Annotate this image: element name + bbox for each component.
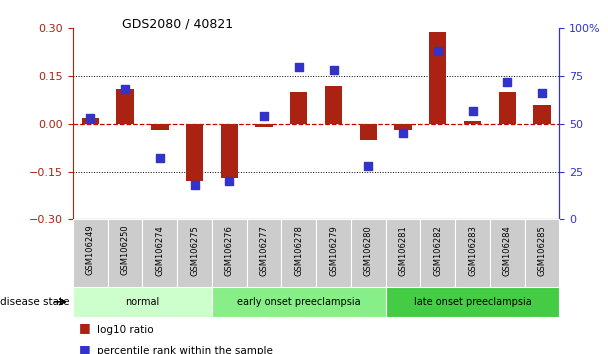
Text: late onset preeclampsia: late onset preeclampsia	[413, 297, 531, 307]
Bar	[420, 219, 455, 287]
Point	[468, 108, 477, 113]
Point	[86, 115, 95, 121]
Bar	[282, 219, 316, 287]
Bar	[108, 219, 142, 287]
Bar	[325, 86, 342, 124]
Point	[398, 131, 408, 136]
Bar	[385, 287, 559, 317]
Text: disease state: disease state	[0, 297, 69, 307]
Point	[155, 155, 165, 161]
Bar	[429, 32, 446, 124]
Text: GDS2080 / 40821: GDS2080 / 40821	[122, 18, 233, 31]
Point	[259, 113, 269, 119]
Bar	[351, 219, 385, 287]
Text: ■: ■	[79, 321, 91, 335]
Bar	[395, 124, 412, 130]
Bar	[255, 124, 273, 127]
Text: log10 ratio: log10 ratio	[97, 325, 154, 335]
Text: GSM106250: GSM106250	[120, 225, 130, 275]
Bar	[525, 219, 559, 287]
Bar	[385, 219, 420, 287]
Bar	[73, 219, 108, 287]
Point	[364, 163, 373, 169]
Text: GSM106277: GSM106277	[260, 225, 269, 276]
Text: early onset preeclampsia: early onset preeclampsia	[237, 297, 361, 307]
Text: GSM106278: GSM106278	[294, 225, 303, 276]
Bar	[186, 124, 203, 181]
Bar	[151, 124, 168, 130]
Text: ■: ■	[79, 343, 91, 354]
Point	[329, 68, 339, 73]
Text: GSM106275: GSM106275	[190, 225, 199, 276]
Text: GSM106281: GSM106281	[398, 225, 407, 276]
Text: GSM106274: GSM106274	[155, 225, 164, 276]
Bar	[490, 219, 525, 287]
Bar	[499, 92, 516, 124]
Bar	[116, 89, 134, 124]
Bar	[290, 92, 308, 124]
Text: percentile rank within the sample: percentile rank within the sample	[97, 346, 273, 354]
Bar	[533, 105, 551, 124]
Text: GSM106249: GSM106249	[86, 225, 95, 275]
Bar	[73, 287, 212, 317]
Text: GSM106282: GSM106282	[434, 225, 442, 276]
Point	[537, 91, 547, 96]
Point	[433, 48, 443, 54]
Bar	[177, 219, 212, 287]
Point	[502, 79, 512, 85]
Bar	[455, 219, 490, 287]
Text: GSM106280: GSM106280	[364, 225, 373, 276]
Bar	[212, 287, 385, 317]
Text: GSM106285: GSM106285	[537, 225, 547, 276]
Bar	[464, 121, 481, 124]
Bar	[142, 219, 177, 287]
Text: GSM106284: GSM106284	[503, 225, 512, 276]
Bar	[359, 124, 377, 140]
Text: GSM106283: GSM106283	[468, 225, 477, 276]
Point	[120, 87, 130, 92]
Point	[224, 178, 234, 184]
Bar	[316, 219, 351, 287]
Bar	[221, 124, 238, 178]
Bar	[247, 219, 282, 287]
Text: GSM106279: GSM106279	[329, 225, 338, 276]
Point	[294, 64, 303, 69]
Text: GSM106276: GSM106276	[225, 225, 234, 276]
Point	[190, 182, 199, 188]
Text: normal: normal	[125, 297, 159, 307]
Bar	[81, 118, 99, 124]
Bar	[212, 219, 247, 287]
